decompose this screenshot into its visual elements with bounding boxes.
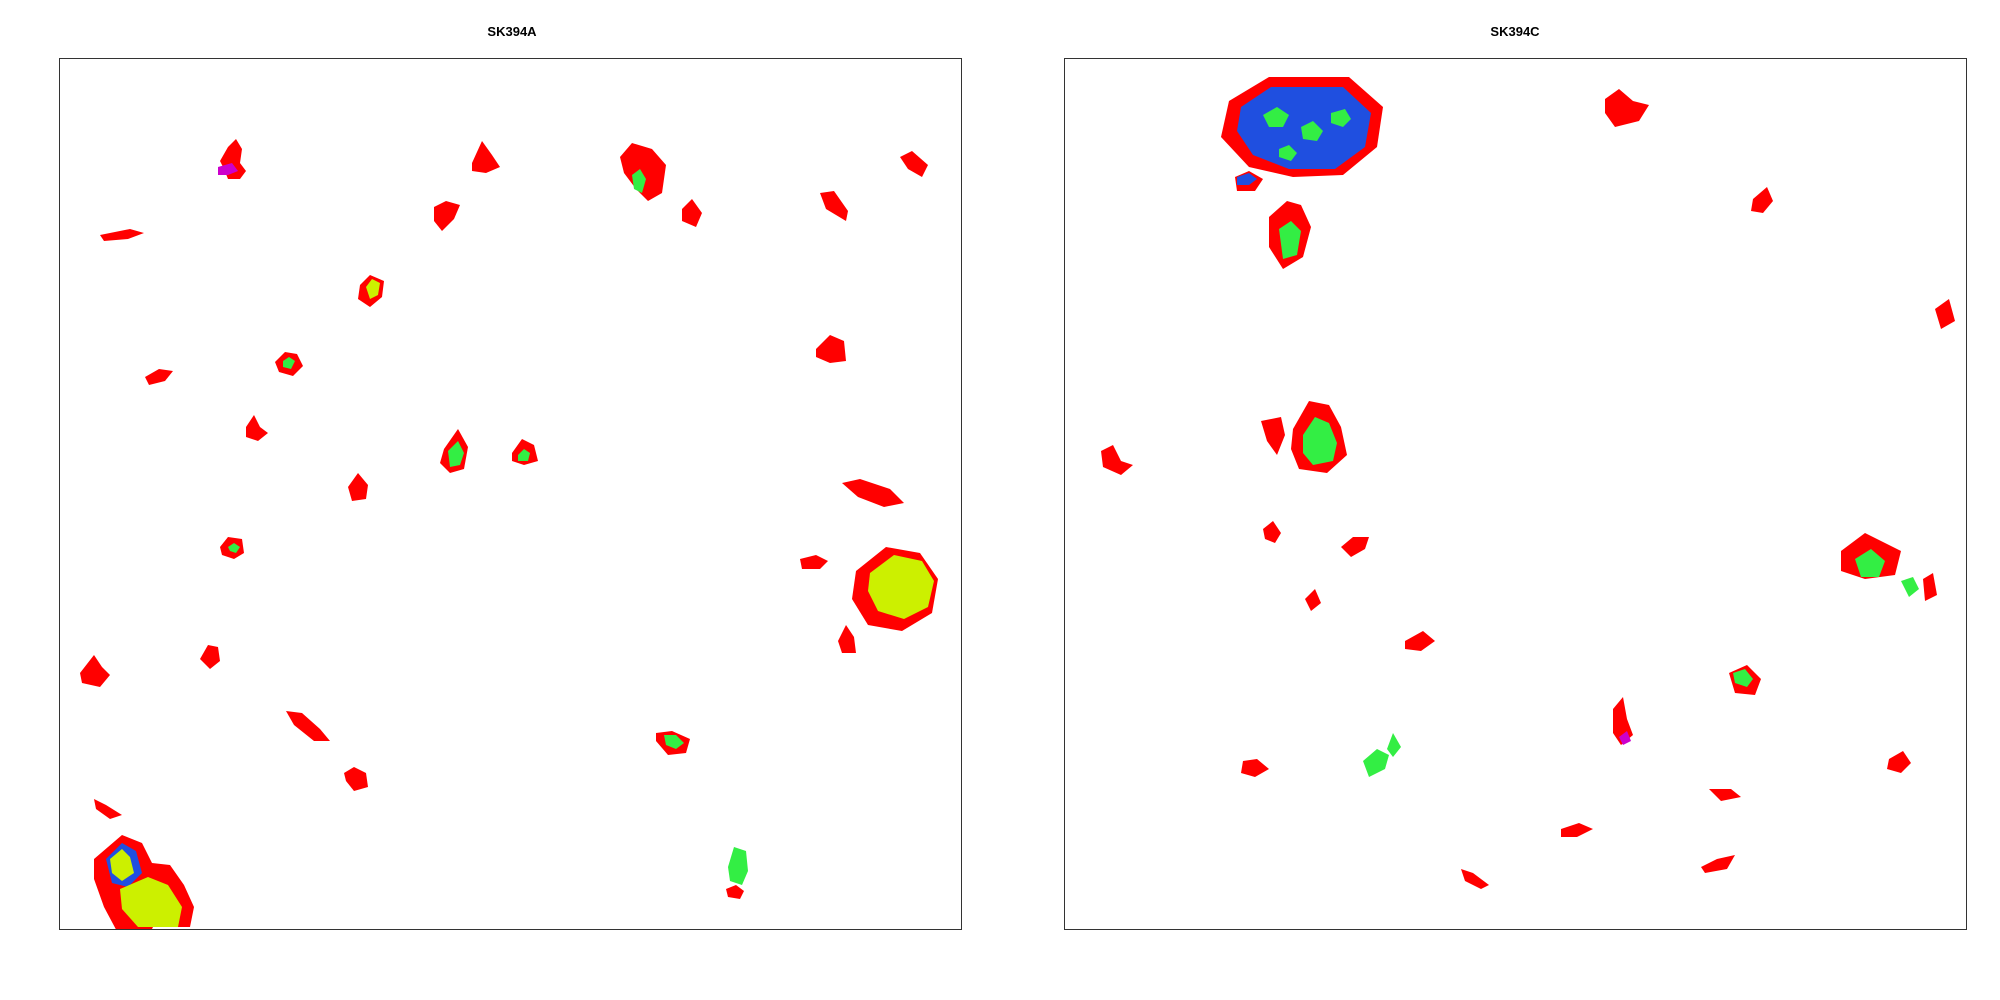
blob (816, 335, 846, 363)
blob (348, 473, 368, 501)
blob (838, 625, 856, 653)
blob (1923, 573, 1937, 601)
blob (145, 369, 173, 385)
blob (728, 847, 748, 885)
panel-title-sk394a: SK394A (487, 24, 537, 39)
blob (1341, 537, 1369, 557)
blob (1101, 445, 1133, 475)
blob (820, 191, 848, 221)
blob (1733, 669, 1753, 687)
blob (632, 169, 646, 193)
blob (518, 449, 530, 461)
blob (366, 279, 380, 299)
blob (1331, 109, 1351, 127)
blob (434, 201, 460, 231)
blob (100, 229, 144, 241)
blob (110, 849, 134, 881)
blob (1887, 751, 1911, 773)
plot-area-sk394c (1064, 58, 1967, 930)
blob (228, 543, 240, 553)
blob (1279, 221, 1301, 259)
blob (1305, 589, 1321, 611)
blob (1613, 697, 1633, 745)
blob (868, 555, 934, 619)
blob (246, 415, 268, 441)
blob (1605, 89, 1649, 127)
blob-layer-sk394a (80, 139, 938, 929)
blob (726, 885, 744, 899)
blob (1279, 145, 1297, 161)
blob (800, 555, 828, 569)
blob (1709, 789, 1741, 801)
blob (344, 767, 368, 791)
blob (1387, 733, 1401, 757)
blob (1901, 577, 1919, 597)
blob (286, 711, 330, 741)
blob (94, 799, 122, 819)
blob (1461, 869, 1489, 889)
blob (1263, 107, 1289, 127)
blob (1751, 187, 1773, 213)
blob (1263, 521, 1281, 543)
panel-title-sk394c: SK394C (1490, 24, 1540, 39)
blob (1405, 631, 1435, 651)
blob (842, 479, 904, 507)
blob-layer-sk394c (1101, 77, 1955, 889)
blob (620, 143, 666, 201)
blob (200, 645, 220, 669)
blob (1855, 549, 1885, 577)
blob (1363, 749, 1389, 777)
blob (1301, 121, 1323, 141)
blob (1261, 417, 1285, 455)
blob (682, 199, 702, 227)
blob (664, 735, 684, 749)
blob (1619, 731, 1631, 745)
blob (1303, 417, 1337, 465)
blob (1241, 759, 1269, 777)
blob (472, 141, 500, 173)
blob (283, 357, 295, 369)
blob (1935, 299, 1955, 329)
blob (900, 151, 928, 177)
blob (120, 877, 182, 927)
blob (1561, 823, 1593, 837)
blob (218, 163, 238, 175)
blob (80, 655, 110, 687)
blob (448, 441, 464, 467)
plot-area-sk394a (59, 58, 962, 930)
blob (1701, 855, 1735, 873)
blob (1237, 173, 1257, 185)
